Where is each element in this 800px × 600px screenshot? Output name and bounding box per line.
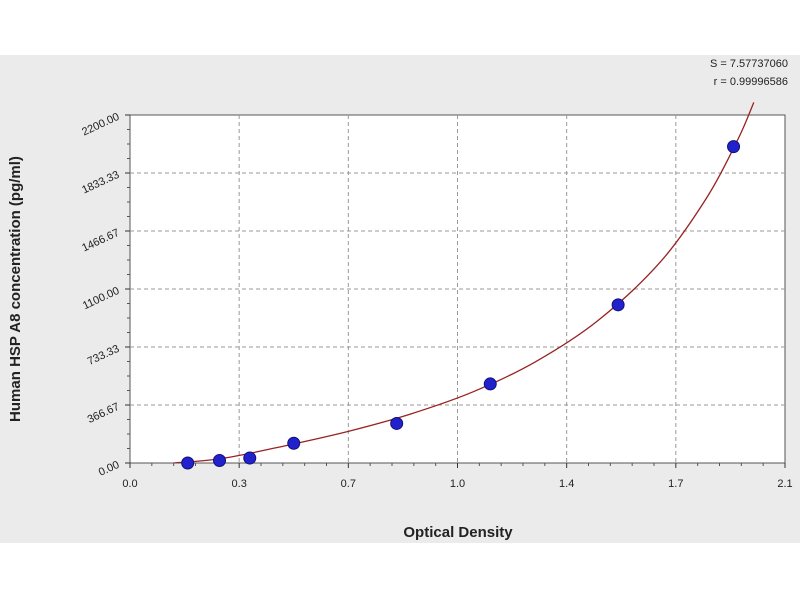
y-tick-label: 366.67 (86, 401, 122, 426)
y-tick-label: 1100.00 (81, 285, 121, 312)
x-tick-label: 1.0 (450, 478, 465, 490)
x-tick-label: 1.4 (559, 478, 574, 490)
y-tick-label: 1833.33 (80, 169, 121, 197)
y-tick-label: 2200.00 (80, 111, 121, 139)
y-axis-title: Human HSP A8 concentration (pg/ml) (7, 156, 24, 422)
x-axis: 0.0 0.3 0.7 1.0 1.4 1.7 2.1 (122, 463, 793, 490)
y-tick-label: 733.33 (86, 343, 122, 368)
x-tick-label: 2.1 (777, 478, 792, 490)
x-tick-label: 1.7 (668, 478, 683, 490)
x-tick-label: 0.7 (341, 478, 356, 490)
data-point (243, 451, 257, 465)
x-tick-label: 0.0 (122, 478, 137, 490)
y-axis: 0.00 366.67 733.33 1100.00 1466.67 1833.33 220… (80, 111, 130, 479)
fit-stat-line: S = 7.57737060 (710, 58, 788, 70)
x-tick-label: 0.3 (232, 478, 247, 490)
chart-figure: 0.0 0.3 0.7 1.0 1.4 1.7 2.1 0.00 366.67 733.33 11… (0, 55, 800, 543)
fit-stat-line: r = 0.99996586 (714, 76, 788, 88)
fit-statistics: S = 7.57737060 r = 0.99996586 (710, 58, 788, 88)
fit-curve-line (173, 102, 755, 463)
grid-lines (130, 115, 785, 463)
data-point (727, 140, 741, 154)
data-point (483, 377, 497, 391)
data-points (181, 140, 741, 470)
data-point (390, 416, 404, 430)
y-tick-label: 1466.67 (80, 227, 121, 255)
fit-curves (173, 102, 755, 463)
data-point (213, 454, 227, 468)
standard-curve-chart: 0.0 0.3 0.7 1.0 1.4 1.7 2.1 0.00 366.67 733.33 11… (7, 58, 793, 541)
data-point (611, 298, 625, 312)
y-tick-label: 0.00 (97, 459, 121, 479)
data-point (287, 436, 301, 450)
data-point (181, 456, 195, 470)
x-axis-title: Optical Density (403, 524, 513, 541)
